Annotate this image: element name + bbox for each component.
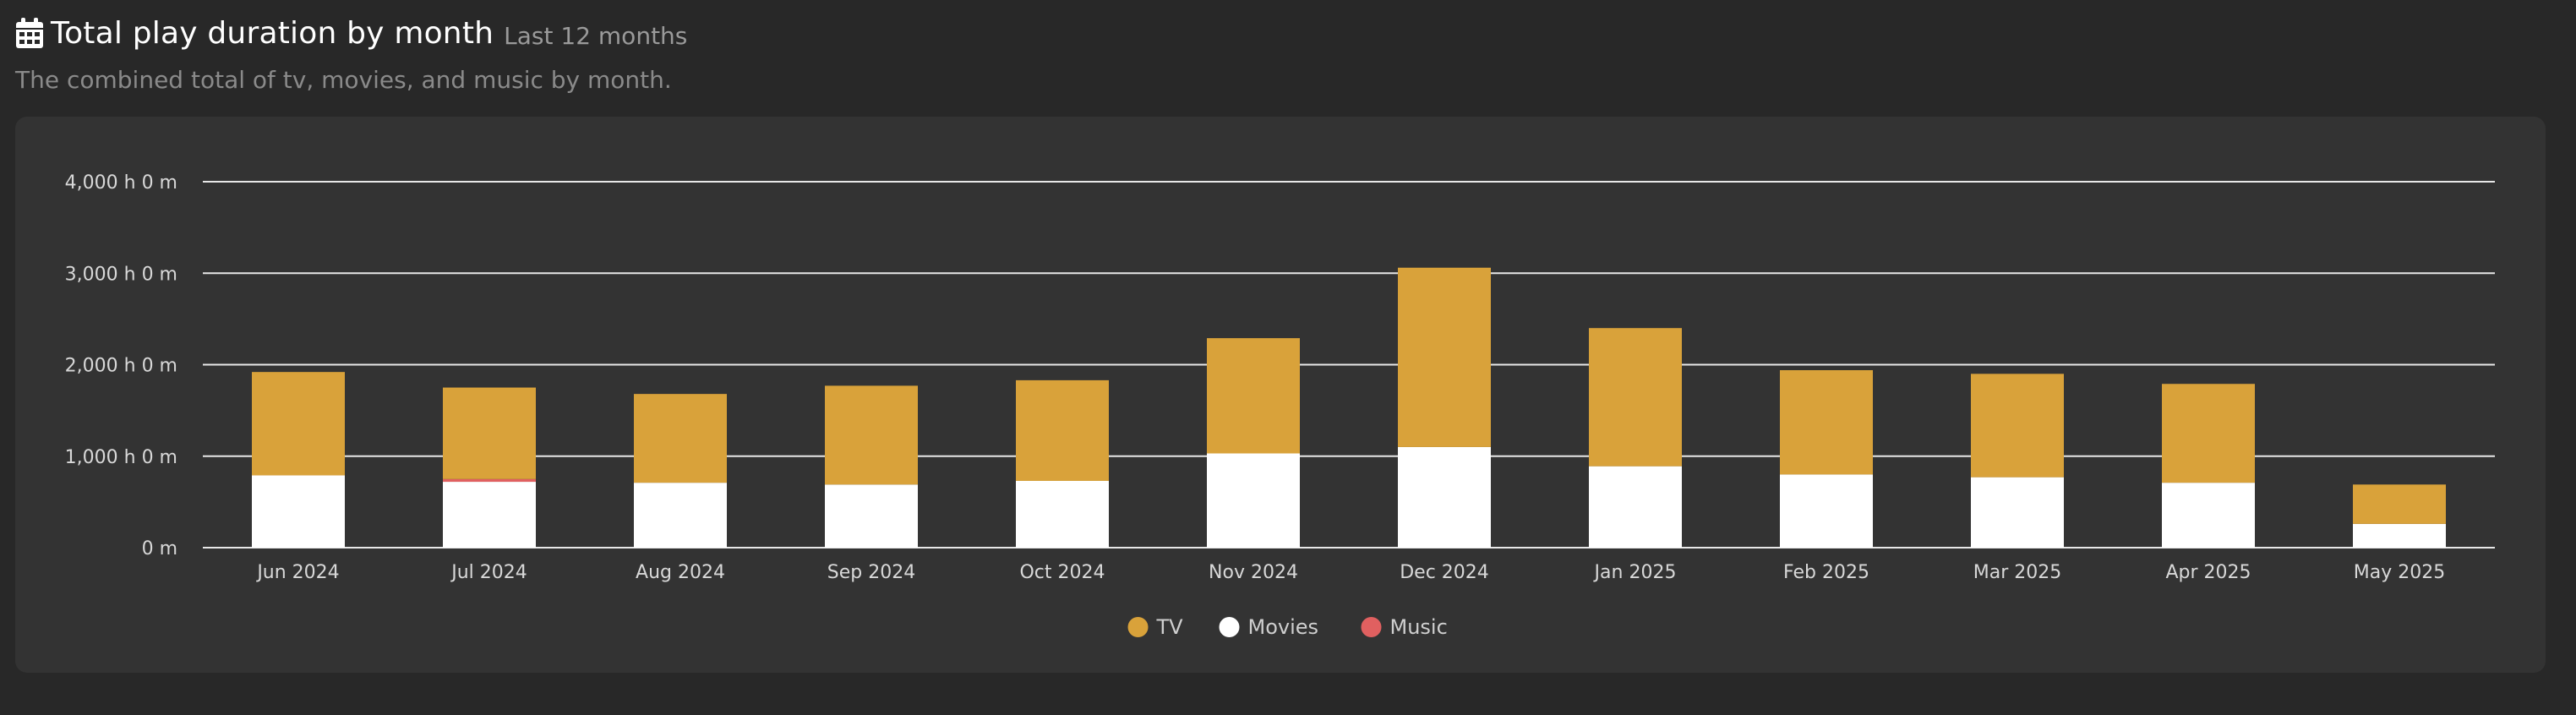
bar-tv[interactable] <box>1589 328 1682 467</box>
x-tick-label: Mar 2025 <box>1973 562 2062 583</box>
bar-movies[interactable] <box>1207 453 1300 548</box>
legend-item-movies[interactable]: Movies <box>1219 615 1319 639</box>
bar-movies[interactable] <box>2162 483 2255 548</box>
bar-tv[interactable] <box>1971 374 2064 478</box>
bar-movies[interactable] <box>2353 523 2446 548</box>
y-tick-label: 0 m <box>142 538 177 559</box>
bar-tv[interactable] <box>252 372 345 476</box>
bar-tv[interactable] <box>634 394 727 483</box>
bar-movies[interactable] <box>1971 477 2064 548</box>
x-tick-label: Jun 2024 <box>255 562 339 583</box>
legend-item-tv[interactable]: TV <box>1127 615 1184 639</box>
bar-tv[interactable] <box>2162 384 2255 483</box>
x-tick-label: Oct 2024 <box>1019 562 1105 583</box>
chart-header: Total play duration by month Last 12 mon… <box>15 12 687 54</box>
legend-swatch-tv <box>1127 617 1149 637</box>
stacked-bar-chart: 0 m 1,000 h 0 m 2,000 h 0 m 3,000 h 0 m 4,00… <box>65 172 2495 639</box>
bar-tv[interactable] <box>1016 379 1109 481</box>
calendar-icon <box>16 18 43 48</box>
bar-movies[interactable] <box>1398 446 1491 548</box>
bar-movies[interactable] <box>1780 474 1873 548</box>
legend-swatch-music <box>1361 617 1382 637</box>
axis-layer: 0 m 1,000 h 0 m 2,000 h 0 m 3,000 h 0 m 4,00… <box>65 172 2446 583</box>
x-tick-label: Sep 2024 <box>827 562 915 583</box>
legend-label-tv: TV <box>1156 615 1184 639</box>
x-tick-label: Dec 2024 <box>1400 562 1489 583</box>
bar-tv[interactable] <box>2353 484 2446 524</box>
y-tick-label: 1,000 h 0 m <box>65 447 177 468</box>
bar-movies[interactable] <box>443 482 536 548</box>
y-tick-label: 2,000 h 0 m <box>65 356 177 377</box>
x-tick-label: May 2025 <box>2354 562 2445 583</box>
chart-title: Total play duration by month <box>51 15 494 51</box>
y-tick-label: 4,000 h 0 m <box>65 172 177 194</box>
bar-tv[interactable] <box>1780 369 1873 475</box>
chart-card: 0 m 1,000 h 0 m 2,000 h 0 m 3,000 h 0 m 4,00… <box>15 117 2546 673</box>
legend-label-movies: Movies <box>1248 615 1319 639</box>
legend-layer: TV Movies Music <box>1127 615 1448 639</box>
bar-tv[interactable] <box>1398 267 1491 447</box>
x-tick-label: Feb 2025 <box>1783 562 1869 583</box>
bar-tv[interactable] <box>1207 338 1300 454</box>
legend-label-music: Music <box>1390 615 1448 639</box>
bar-movies[interactable] <box>825 484 918 548</box>
x-tick-label: Aug 2024 <box>636 562 725 583</box>
x-tick-label: Nov 2024 <box>1209 562 1298 583</box>
grid-layer <box>203 181 2495 549</box>
bar-movies[interactable] <box>1589 466 1682 548</box>
bar-movies[interactable] <box>252 475 345 548</box>
legend-swatch-movies <box>1219 617 1240 637</box>
legend-item-music[interactable]: Music <box>1361 615 1448 639</box>
x-tick-label: Apr 2025 <box>2165 562 2251 583</box>
chart-description: The combined total of tv, movies, and mu… <box>15 66 672 94</box>
x-tick-label: Jul 2024 <box>450 562 527 583</box>
bar-movies[interactable] <box>1016 480 1109 548</box>
bar-tv[interactable] <box>443 387 536 479</box>
y-tick-label: 3,000 h 0 m <box>65 264 177 285</box>
bar-movies[interactable] <box>634 483 727 548</box>
chart-range[interactable]: Last 12 months <box>504 21 688 50</box>
x-tick-label: Jan 2025 <box>1593 562 1677 583</box>
bars-layer <box>252 267 2446 548</box>
bar-tv[interactable] <box>825 385 918 485</box>
bar-music[interactable] <box>443 478 536 483</box>
